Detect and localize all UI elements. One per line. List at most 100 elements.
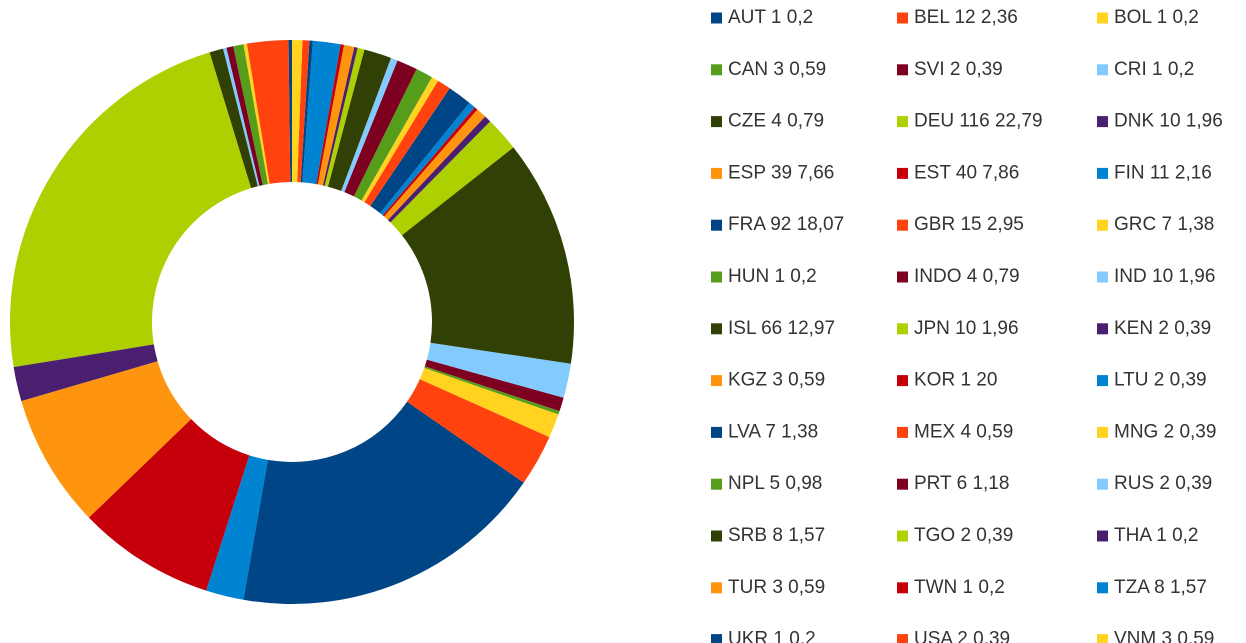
legend-swatch [897,167,908,179]
legend-swatch [897,323,908,335]
legend-label: HUN 1 0,2 [728,266,817,287]
legend-label: AUT 1 0,2 [728,7,813,28]
donut-slice [344,60,417,197]
legend-swatch [711,167,722,179]
legend-label: MNG 2 0,39 [1114,421,1216,442]
legend-swatch [897,375,908,387]
legend-label: UKR 1 0,2 [728,629,816,643]
donut-slice [9,52,252,368]
legend-swatch [711,478,722,490]
legend-label: IND 10 1,96 [1114,266,1215,287]
donut-slice [382,107,478,217]
legend-swatch [711,12,722,24]
legend-label: GBR 15 2,95 [914,214,1024,235]
legend-swatch [1097,478,1108,490]
donut-slice [246,40,291,184]
legend-label: NPL 5 0,98 [728,473,822,494]
legend-swatch [711,530,722,542]
donut-slice [387,116,491,223]
legend-label: KOR 1 20 [914,370,997,391]
legend-label: MEX 4 0,59 [914,421,1013,442]
legend-label: DNK 10 1,96 [1114,111,1223,132]
legend-label: LVA 7 1,38 [728,421,818,442]
donut-slice [341,57,398,193]
legend-swatch [897,12,908,24]
donut-slice [390,121,514,236]
donut-slice [424,359,564,412]
legend-swatch [1097,634,1108,643]
legend-label: TZA 8 1,57 [1114,577,1207,598]
donut-slice [327,49,391,191]
legend-label: JPN 10 1,96 [914,318,1019,339]
donut-slice [292,40,303,183]
legend-swatch [1097,426,1108,438]
legend-swatch [1097,116,1108,128]
legend-label: PRT 6 1,18 [914,473,1009,494]
legend-swatch [1097,167,1108,179]
legend-swatch [897,116,908,128]
legend-swatch [1097,323,1108,335]
donut-slice [370,88,470,214]
legend-label: GRC 7 1,38 [1114,214,1214,235]
legend-swatch [711,323,722,335]
donut-slice [317,44,355,186]
donut-slice [243,43,270,185]
legend-swatch [897,582,908,594]
legend-label: BEL 12 2,36 [914,7,1018,28]
legend-label: SRB 8 1,57 [728,525,825,546]
donut-slice [364,80,450,206]
legend-swatch [1097,12,1108,24]
donut-slice [322,46,358,186]
donut-slice [233,44,268,186]
donut-slice [88,419,250,591]
donut-slice [419,367,559,438]
legend-swatch [897,530,908,542]
legend-swatch [897,478,908,490]
legend-label: CZE 4 0,79 [728,111,824,132]
donut-slice [426,342,571,398]
legend-swatch [897,219,908,231]
legend-label: ISL 66 12,97 [728,318,835,339]
donut-slice [226,46,263,186]
legend-swatch [711,219,722,231]
legend-swatch [1097,219,1108,231]
donut-slice [21,361,192,518]
donut-slice [222,47,260,187]
legend-label: EST 40 7,86 [914,162,1019,183]
donut-slice [407,379,550,483]
legend-label: KGZ 3 0,59 [728,370,825,391]
legend-swatch [897,426,908,438]
legend-swatch [1097,271,1108,283]
legend-swatch [711,271,722,283]
legend-swatch [897,64,908,76]
legend-label: BOL 1 0,2 [1114,7,1199,28]
legend-label: LTU 2 0,39 [1114,370,1207,391]
legend-label: SVI 2 0,39 [914,59,1003,80]
legend-swatch [711,116,722,128]
donut-slice [13,344,158,402]
legend-label: VNM 3 0,59 [1114,629,1214,643]
legend-swatch [1097,375,1108,387]
legend-swatch [1097,530,1108,542]
donut-slice [302,40,341,185]
legend-label: TWN 1 0,2 [914,577,1005,598]
donut-slice [316,44,345,185]
donut-slice [209,48,258,189]
donut-slice [324,47,365,187]
legend-swatch [711,375,722,387]
donut-slice [297,40,310,183]
legend-swatch [711,582,722,594]
donut-slice [384,109,486,220]
legend-label: FIN 11 2,16 [1114,162,1212,183]
donut-slice [300,40,313,183]
legend-label: TGO 2 0,39 [914,525,1013,546]
donut-slice [206,455,268,600]
legend-swatch [711,634,722,643]
legend-label: INDO 4 0,79 [914,266,1020,287]
legend-label: ESP 39 7,66 [728,162,834,183]
legend-swatch [897,271,908,283]
legend-label: CAN 3 0,59 [728,59,826,80]
legend-label: RUS 2 0,39 [1114,473,1212,494]
legend-swatch [897,634,908,643]
